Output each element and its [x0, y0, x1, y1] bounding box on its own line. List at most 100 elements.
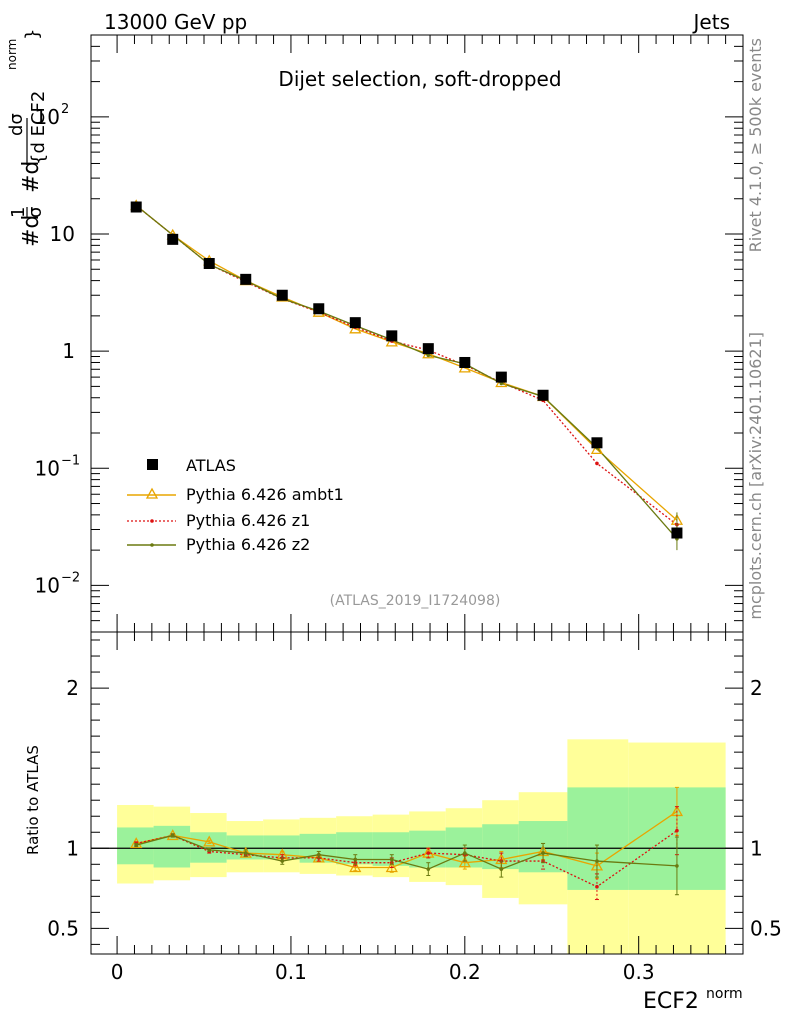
main-plot-marks	[130, 199, 684, 551]
x-tick-label-1: 0.1	[275, 960, 307, 984]
ambt1-point	[385, 861, 398, 873]
ambt1-point	[590, 443, 604, 455]
analysis-id: (ATLAS_2019_I1724098)	[330, 593, 501, 609]
y-tick-label-2: 1	[62, 339, 75, 363]
z2-point	[243, 851, 248, 855]
z2-point	[207, 848, 212, 852]
z2-point	[353, 857, 358, 862]
atlas-point	[203, 257, 215, 269]
main-y-axis-label: #d 1 σ #d dσ {d ECF2 norm }	[5, 29, 49, 247]
legend-item-z2: Pythia 6.426 z2	[127, 535, 310, 554]
atlas-point	[591, 437, 603, 449]
y-tick-label-3: 10	[50, 222, 75, 246]
uncertainty-band-inner	[567, 787, 629, 890]
y-tick-exp-4: 2	[61, 102, 69, 117]
main-line-z2	[135, 205, 678, 540]
plot-title: Dijet selection, soft-dropped	[278, 67, 561, 91]
ratio-y-label: Ratio to ATLAS	[24, 745, 42, 855]
ylabel-dsigma: dσ	[6, 113, 27, 136]
atlas-point	[167, 233, 179, 245]
atlas-point	[495, 371, 507, 383]
ratio-plot-frame	[90, 631, 744, 955]
ambt1-point	[349, 861, 362, 873]
ratio-y-tick-label-left-0: 0.5	[47, 916, 79, 940]
ratio-line-ambt1	[136, 810, 678, 869]
z2-point	[675, 864, 679, 868]
x-tick-label-2: 0.2	[449, 960, 481, 984]
z1-point	[675, 828, 679, 833]
rivet-credit: Rivet 4.1.0, ≥ 500k events	[746, 38, 765, 252]
x-tick-label-0: 0	[111, 960, 124, 984]
z2-point	[463, 851, 467, 855]
z2-point	[316, 852, 321, 857]
z2-point	[595, 859, 599, 863]
z2-point	[170, 833, 175, 838]
legend: ATLAS Pythia 6.426 ambt1 Pythia 6.426 z1…	[127, 456, 344, 554]
ylabel-hash-2: #d	[19, 161, 44, 193]
z2-point	[280, 859, 285, 863]
z2-point	[134, 843, 139, 847]
ratio-y-tick-label-right-1: 1	[750, 836, 763, 860]
ratio-axes: 0.5 0.5 1 1 2 2 0 0.1 0.2 0.3	[47, 632, 782, 984]
legend-label-z2: Pythia 6.426 z2	[186, 535, 310, 554]
y-tick-label-4: 10	[35, 105, 60, 129]
ambt1-point	[203, 835, 216, 847]
atlas-point	[349, 317, 361, 329]
ylabel-one: 1	[8, 207, 29, 218]
y-tick-exp-1: −1	[61, 453, 80, 468]
x-axis-label-sup: norm	[706, 986, 743, 1002]
legend-label-ambt1: Pythia 6.426 ambt1	[186, 485, 344, 504]
ratio-y-tick-label-right-2: 2	[750, 676, 763, 700]
z2-point	[499, 867, 504, 871]
z1-point	[595, 884, 599, 889]
ambt1-point	[458, 856, 471, 868]
ylabel-sigma: σ	[25, 207, 46, 218]
ratio-y-tick-label-left-2: 2	[66, 676, 79, 700]
z2-point	[541, 851, 545, 855]
y-tick-label-0: 10	[35, 573, 60, 597]
z2-point	[389, 857, 394, 862]
atlas-point	[537, 389, 549, 401]
ylabel-brace: }	[22, 29, 43, 40]
ratio-plot-panel: 0.5 0.5 1 1 2 2 0 0.1 0.2 0.3 Ratio to ATLAS ECF2…	[24, 631, 782, 1014]
y-tick-label-1: 10	[35, 456, 60, 480]
atlas-point	[422, 343, 434, 355]
ratio-y-tick-label-right-0: 0.5	[750, 916, 782, 940]
mcplots-credit: mcplots.cern.ch [arXiv:2401.10621]	[746, 332, 765, 620]
header-category: Jets	[692, 10, 730, 34]
ratio-y-tick-label-left-1: 1	[66, 836, 79, 860]
ambt1-point	[130, 837, 143, 849]
x-axis-label: ECF2	[643, 989, 699, 1014]
legend-item-z1: Pythia 6.426 z1	[127, 511, 310, 530]
ambt1-point	[166, 829, 179, 841]
ratio-line-z2	[136, 834, 677, 870]
atlas-point	[459, 356, 471, 368]
atlas-point	[276, 289, 288, 301]
legend-item-atlas: ATLAS	[147, 456, 236, 475]
ambt1-point	[349, 322, 362, 334]
atlas-point	[386, 330, 398, 342]
y-tick-exp-0: −2	[61, 570, 80, 585]
x-tick-label-3: 0.3	[623, 960, 655, 984]
z1-point	[595, 461, 599, 466]
ratio-plot-marks	[91, 739, 743, 954]
atlas-point	[313, 303, 325, 315]
ylabel-hash-1: #d	[19, 215, 44, 247]
ylabel-norm: norm	[5, 39, 19, 70]
atlas-point	[130, 201, 142, 213]
z2-point	[426, 353, 431, 358]
atlas-point	[671, 527, 683, 539]
legend-item-ambt1: Pythia 6.426 ambt1	[127, 485, 344, 504]
atlas-point	[240, 273, 252, 285]
z2-point	[426, 867, 431, 871]
uncertainty-band-inner	[190, 832, 227, 863]
main-line-z1	[135, 205, 678, 526]
legend-label-z1: Pythia 6.426 z1	[186, 511, 310, 530]
ylabel-decf2: {d ECF2	[28, 91, 49, 165]
header-energy: 13000 GeV pp	[104, 10, 247, 34]
legend-label-atlas: ATLAS	[186, 456, 236, 475]
z1-point	[426, 851, 431, 855]
